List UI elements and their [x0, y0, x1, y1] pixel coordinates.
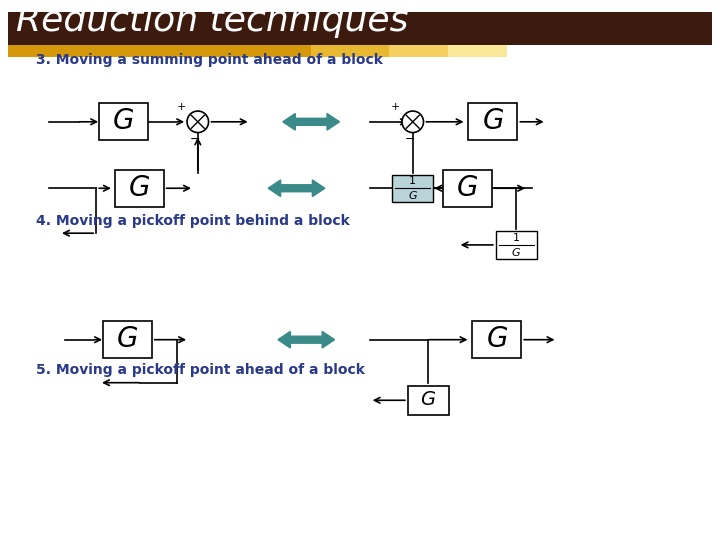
Text: 4. Moving a pickoff point behind a block: 4. Moving a pickoff point behind a block [35, 214, 349, 228]
Text: $G$: $G$ [511, 246, 521, 258]
Text: Reduction techniques: Reduction techniques [16, 4, 408, 38]
Circle shape [187, 111, 209, 132]
Text: $G$: $G$ [128, 175, 150, 202]
Text: +: + [391, 102, 400, 112]
Text: −: − [190, 133, 200, 146]
Text: $G$: $G$ [408, 189, 418, 201]
Text: 1: 1 [513, 233, 520, 243]
Bar [472, 321, 521, 358]
Bar [8, 45, 311, 57]
Text: 5. Moving a pickoff point ahead of a block: 5. Moving a pickoff point ahead of a blo… [35, 363, 364, 377]
Text: +: + [176, 102, 186, 112]
Text: $G$: $G$ [486, 326, 508, 353]
Bar [448, 45, 507, 57]
Bar [311, 45, 390, 57]
Bar [8, 12, 712, 45]
Bar [392, 174, 433, 202]
Polygon shape [283, 113, 340, 130]
Bar [408, 386, 449, 415]
Polygon shape [278, 332, 335, 348]
Text: $G$: $G$ [112, 109, 135, 136]
Bar [114, 170, 163, 207]
Bar [390, 45, 448, 57]
Text: 1: 1 [409, 177, 416, 186]
Bar [99, 103, 148, 140]
Circle shape [402, 111, 423, 132]
Text: −: − [405, 133, 415, 146]
Bar [496, 231, 537, 259]
Text: $G$: $G$ [420, 392, 436, 409]
Polygon shape [268, 180, 325, 197]
Text: $G$: $G$ [482, 109, 504, 136]
Bar [469, 103, 517, 140]
Text: $G$: $G$ [456, 175, 479, 202]
Text: $G$: $G$ [117, 326, 138, 353]
Bar [103, 321, 152, 358]
Bar [443, 170, 492, 207]
Text: 3. Moving a summing point ahead of a block: 3. Moving a summing point ahead of a blo… [35, 53, 382, 67]
